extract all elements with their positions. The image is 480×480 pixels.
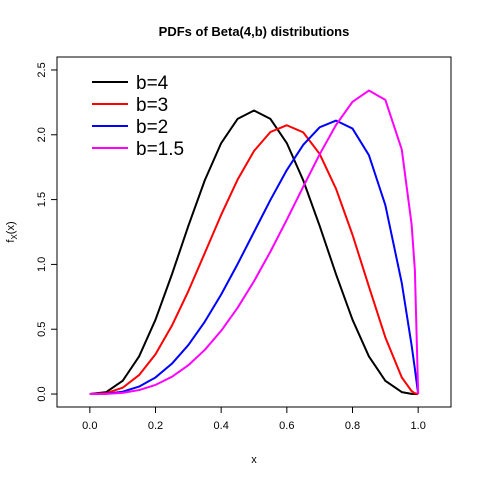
chart-title: PDFs of Beta(4,b) distributions (159, 24, 350, 39)
series-line (89, 89, 420, 396)
x-tick-label: 1.0 (411, 420, 426, 432)
x-tick-label: 0.0 (82, 420, 97, 432)
y-tick-label: 0.0 (36, 386, 48, 401)
x-tick-label: 0.6 (279, 420, 294, 432)
legend-label: b=4 (136, 73, 169, 94)
legend-label: b=3 (136, 95, 168, 116)
y-label-base: f (5, 239, 17, 243)
y-axis-label: fX(x) (5, 221, 19, 242)
y-label-subscript: X (10, 234, 19, 240)
series-line (89, 124, 419, 396)
legend-label: b=1.5 (136, 139, 184, 160)
legend-label: b=2 (136, 117, 168, 138)
x-tick-label: 0.4 (214, 420, 229, 432)
x-tick-label: 0.2 (148, 420, 163, 432)
x-axis-label: x (251, 454, 257, 466)
y-tick-label: 0.5 (36, 322, 48, 337)
y-tick-label: 1.0 (36, 257, 48, 272)
y-label-rest: (x) (5, 221, 17, 234)
series-line (89, 109, 419, 396)
series-line (89, 119, 420, 396)
y-tick-label: 1.5 (36, 192, 48, 207)
x-tick-label: 0.8 (345, 420, 360, 432)
y-tick-label: 2.5 (36, 62, 48, 77)
y-tick-label: 2.0 (36, 127, 48, 142)
